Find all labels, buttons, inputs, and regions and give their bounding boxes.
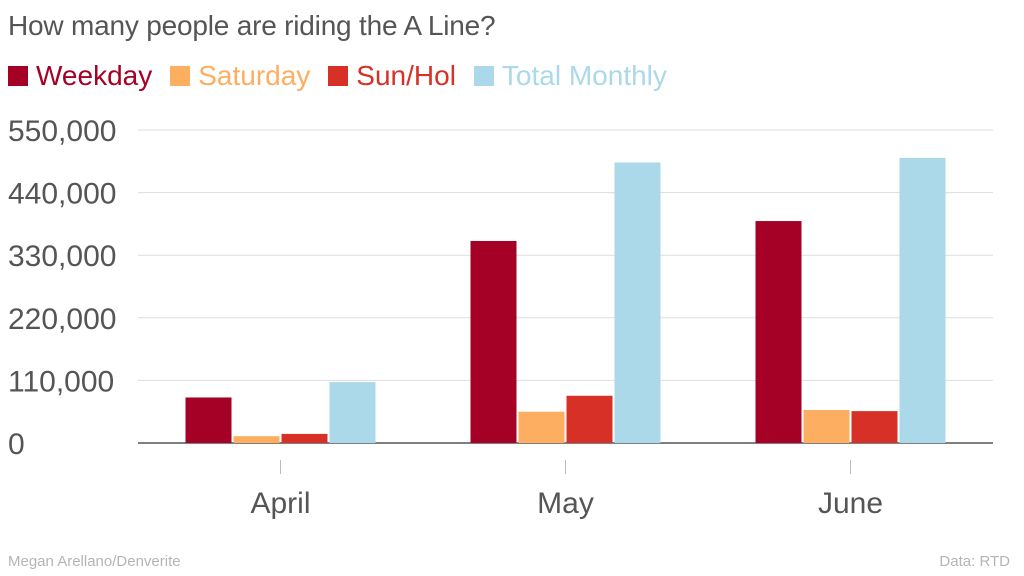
- bar-saturday-may: [518, 411, 565, 443]
- y-tick-label: 110,000: [8, 365, 114, 398]
- legend-label-total-monthly: Total Monthly: [501, 60, 667, 91]
- y-tick-label: 550,000: [8, 115, 116, 148]
- legend-label-weekday: Weekday: [36, 60, 153, 91]
- bar-weekday-may: [470, 240, 517, 443]
- legend-swatch-total-monthly: [473, 66, 494, 86]
- bar-total-monthly-june: [899, 157, 946, 444]
- bar-weekday-june: [755, 221, 802, 443]
- y-tick-label: 330,000: [8, 240, 116, 273]
- legend-swatch-sun-hol: [328, 66, 349, 86]
- legend-item-saturday: Saturday: [170, 60, 310, 92]
- bar-sun-hol-april: [281, 433, 328, 443]
- bar-sun-hol-june: [851, 411, 898, 443]
- x-tick-label: May: [537, 487, 594, 520]
- legend-item-sun-hol: Sun/Hol: [328, 60, 456, 92]
- legend-swatch-saturday: [170, 66, 191, 86]
- bar-total-monthly-april: [329, 382, 376, 443]
- footer-credit: Megan Arellano/Denverite: [8, 553, 181, 570]
- x-tick-label: April: [250, 487, 310, 520]
- chart-title: How many people are riding the A Line?: [8, 10, 496, 41]
- bar-total-monthly-may: [614, 162, 661, 444]
- bar-sun-hol-may: [566, 395, 613, 443]
- y-tick-label: 220,000: [8, 303, 116, 336]
- legend: Weekday Saturday Sun/Hol Total Monthly: [8, 60, 685, 92]
- legend-label-sun-hol: Sun/Hol: [356, 60, 456, 91]
- bar-saturday-april: [233, 436, 280, 443]
- bar-saturday-june: [803, 409, 850, 443]
- y-tick-label: 440,000: [8, 178, 116, 211]
- legend-item-total-monthly: Total Monthly: [473, 60, 667, 92]
- legend-label-saturday: Saturday: [198, 60, 311, 91]
- y-tick-label: 0: [8, 428, 25, 461]
- footer-source: Data: RTD: [939, 553, 1010, 570]
- bar-weekday-april: [185, 397, 232, 443]
- legend-item-weekday: Weekday: [8, 60, 152, 92]
- x-tick-label: June: [818, 487, 883, 520]
- legend-swatch-weekday: [8, 66, 28, 86]
